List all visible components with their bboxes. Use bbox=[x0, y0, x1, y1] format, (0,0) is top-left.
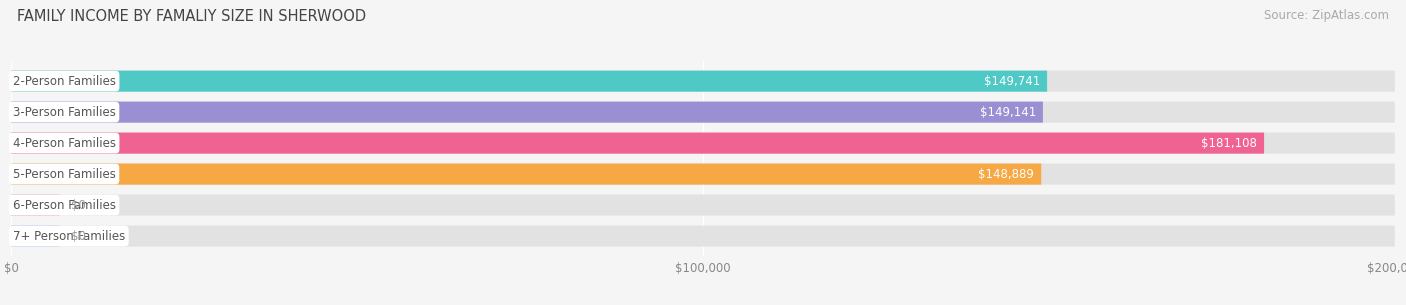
Text: 4-Person Families: 4-Person Families bbox=[13, 137, 115, 150]
Text: 6-Person Families: 6-Person Families bbox=[13, 199, 115, 212]
Text: $149,741: $149,741 bbox=[984, 75, 1040, 88]
Text: $181,108: $181,108 bbox=[1201, 137, 1257, 150]
FancyBboxPatch shape bbox=[11, 225, 59, 247]
Text: Source: ZipAtlas.com: Source: ZipAtlas.com bbox=[1264, 9, 1389, 22]
FancyBboxPatch shape bbox=[11, 195, 59, 216]
Text: FAMILY INCOME BY FAMALIY SIZE IN SHERWOOD: FAMILY INCOME BY FAMALIY SIZE IN SHERWOO… bbox=[17, 9, 366, 24]
Text: 5-Person Families: 5-Person Families bbox=[13, 167, 115, 181]
Text: $0: $0 bbox=[70, 199, 86, 212]
FancyBboxPatch shape bbox=[11, 163, 1395, 185]
FancyBboxPatch shape bbox=[11, 195, 1395, 216]
Text: $148,889: $148,889 bbox=[979, 167, 1035, 181]
Text: 3-Person Families: 3-Person Families bbox=[13, 106, 115, 119]
FancyBboxPatch shape bbox=[11, 70, 1395, 92]
FancyBboxPatch shape bbox=[11, 102, 1395, 123]
Text: $149,141: $149,141 bbox=[980, 106, 1036, 119]
Text: 2-Person Families: 2-Person Families bbox=[13, 75, 115, 88]
FancyBboxPatch shape bbox=[11, 133, 1395, 154]
FancyBboxPatch shape bbox=[11, 163, 1042, 185]
FancyBboxPatch shape bbox=[11, 70, 1047, 92]
FancyBboxPatch shape bbox=[11, 133, 1264, 154]
Text: 7+ Person Families: 7+ Person Families bbox=[13, 230, 125, 242]
Text: $0: $0 bbox=[70, 230, 86, 242]
FancyBboxPatch shape bbox=[11, 102, 1043, 123]
FancyBboxPatch shape bbox=[11, 225, 1395, 247]
